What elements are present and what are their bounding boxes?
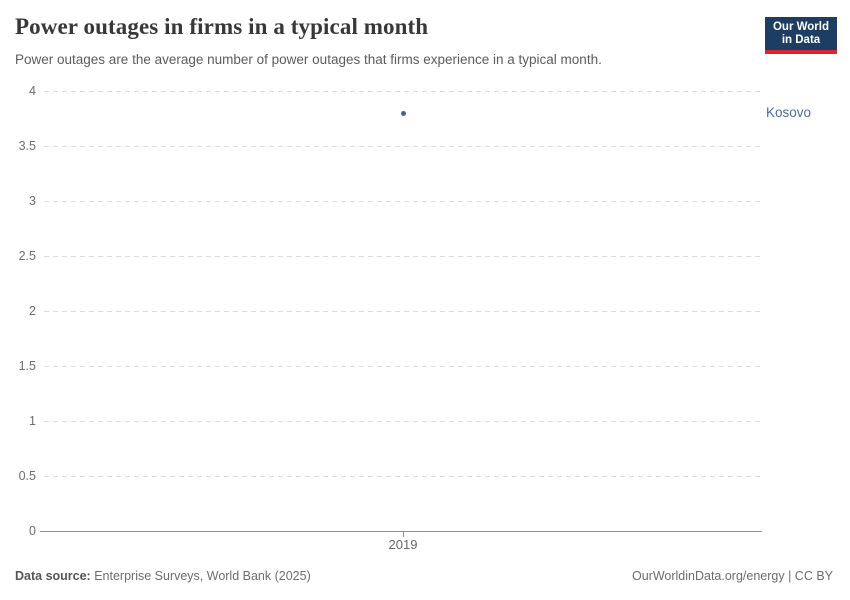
data-point-kosovo[interactable] (400, 110, 406, 116)
y-gridline (44, 90, 762, 92)
y-axis-tick-label: 4 (29, 84, 36, 98)
x-axis-line (40, 531, 762, 532)
chart-footer: Data source: Enterprise Surveys, World B… (15, 569, 833, 583)
y-gridline (44, 310, 762, 312)
y-gridline (44, 145, 762, 147)
y-gridline (44, 475, 762, 477)
y-axis-tick-label: 2.5 (18, 249, 36, 263)
owid-logo-line1: Our World (772, 21, 829, 33)
y-axis-tick-label: 0 (29, 524, 36, 538)
owid-license-link[interactable]: OurWorldinData.org/energy | CC BY (631, 569, 833, 583)
x-axis-tick-label: 2019 (388, 537, 418, 552)
x-axis-tick (403, 532, 404, 537)
y-axis-tick-label: 2 (29, 304, 36, 318)
page-subtitle: Power outages are the average number of … (15, 52, 602, 67)
y-gridline (44, 420, 762, 422)
y-gridline (44, 200, 762, 202)
y-axis-tick-label: 1.5 (18, 359, 36, 373)
owid-logo[interactable]: Our World in Data (765, 17, 837, 54)
data-source-text: Enterprise Surveys, World Bank (2025) (90, 569, 311, 583)
owid-logo-line2: in Data (781, 34, 821, 46)
y-axis-tick-label: 0.5 (18, 469, 36, 483)
y-gridline (44, 365, 762, 367)
y-axis-tick-label: 3.5 (18, 139, 36, 153)
series-label-kosovo[interactable]: Kosovo (766, 105, 812, 120)
page-title: Power outages in firms in a typical mont… (15, 14, 429, 39)
data-source-note: Data source: Enterprise Surveys, World B… (15, 569, 311, 583)
y-gridline (44, 255, 762, 257)
y-axis-tick-label: 3 (29, 194, 36, 208)
y-axis-tick-label: 1 (29, 414, 36, 428)
data-source-label: Data source: (15, 569, 91, 583)
